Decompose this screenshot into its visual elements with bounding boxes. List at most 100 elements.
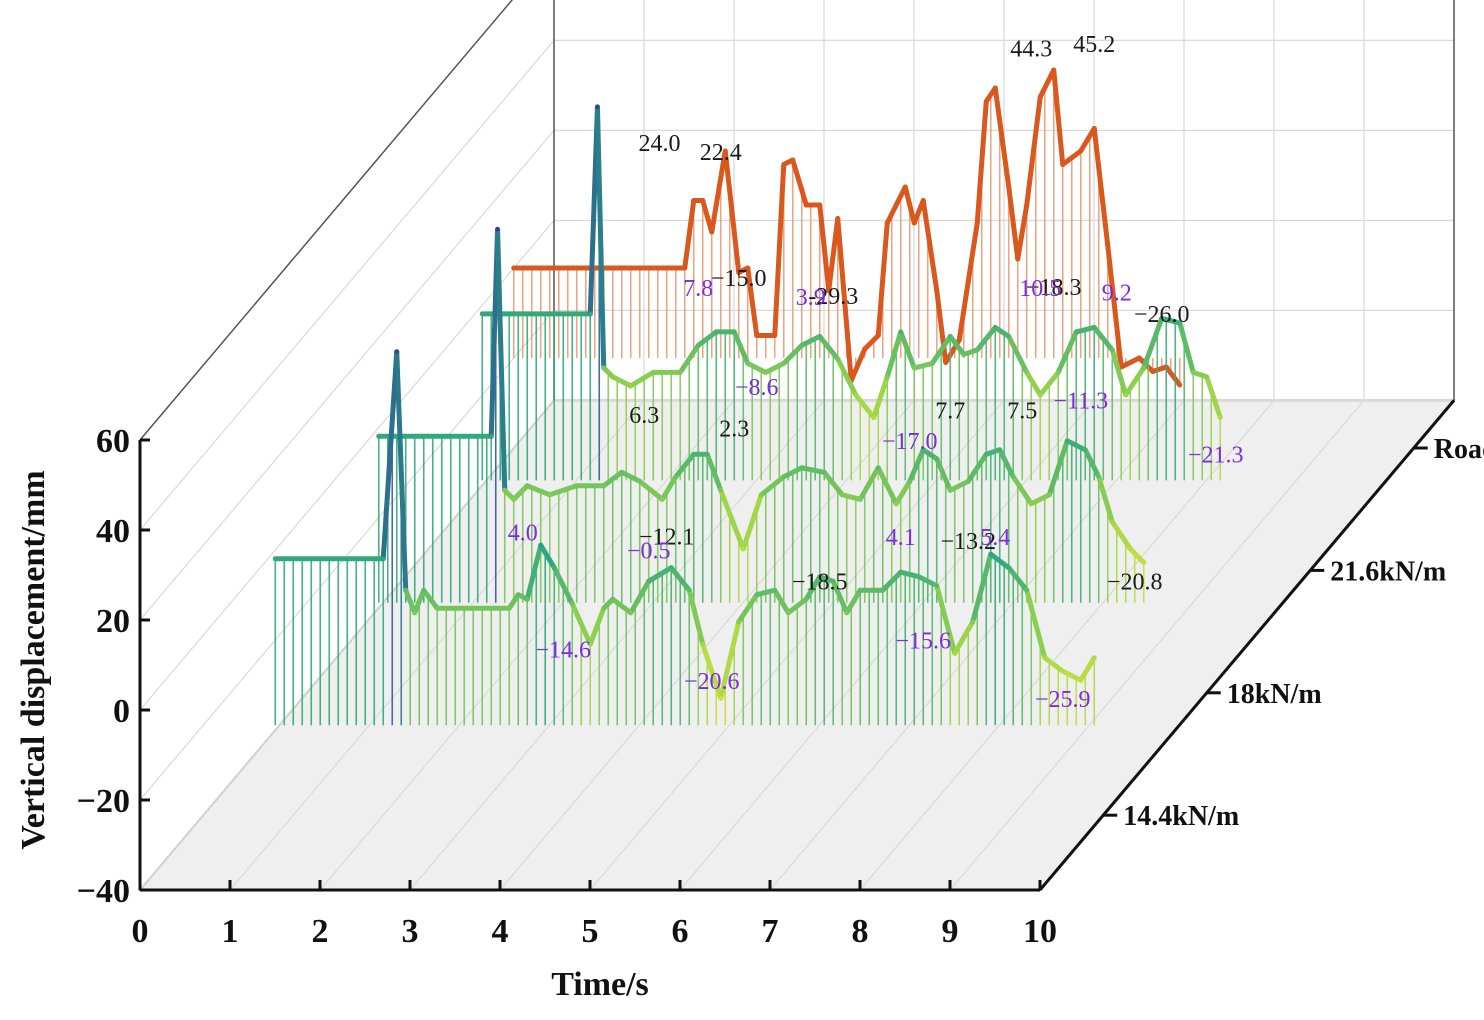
data-point <box>673 265 678 271</box>
data-point <box>894 501 899 506</box>
data-point <box>1056 370 1061 375</box>
data-point <box>1177 320 1182 326</box>
data-segment <box>871 374 890 420</box>
data-segment <box>594 104 607 371</box>
data-segment <box>952 619 976 656</box>
data-segment <box>740 492 764 552</box>
data-point <box>525 483 530 488</box>
data-label: 7.7 <box>935 398 965 424</box>
data-point <box>912 365 917 371</box>
data-segment <box>673 451 697 480</box>
y-tick-label: 40 <box>96 513 130 550</box>
data-segment <box>875 220 890 338</box>
data-point <box>619 470 624 475</box>
floor-gridline <box>499 400 915 891</box>
data-point <box>1065 438 1070 443</box>
data-segment <box>610 596 634 616</box>
data-label: 3.9 <box>796 285 826 311</box>
data-point <box>835 216 840 221</box>
data-point <box>1051 67 1056 73</box>
data-point <box>511 265 516 271</box>
data-label: 10.5 <box>1019 276 1061 302</box>
data-point <box>943 360 948 365</box>
series-layer <box>272 67 1223 726</box>
data-segment <box>1024 369 1043 398</box>
data-point <box>898 329 903 335</box>
data-point <box>826 288 831 293</box>
data-point <box>1042 655 1047 660</box>
data-segment <box>911 360 935 371</box>
data-point <box>1024 370 1029 375</box>
data-point <box>1024 202 1029 208</box>
data-segment <box>884 184 908 226</box>
data-point <box>772 333 777 338</box>
data-segment <box>947 478 971 493</box>
left-wall-gridline <box>139 310 555 801</box>
data-segment <box>902 184 917 226</box>
data-segment <box>637 478 665 502</box>
data-point <box>799 343 804 348</box>
data-point <box>1029 501 1034 506</box>
data-point <box>273 556 278 561</box>
data-segment <box>646 565 674 584</box>
data-point <box>966 479 971 484</box>
data-segment <box>587 605 607 647</box>
data-point <box>574 483 579 488</box>
data-segment <box>934 583 958 656</box>
data-segment <box>601 469 625 489</box>
data-segment <box>893 478 913 507</box>
data-segment <box>569 601 593 647</box>
data-point <box>723 148 728 154</box>
data-label: −18.3 <box>1026 275 1082 301</box>
data-segment <box>1118 355 1142 370</box>
data-segment <box>1091 324 1115 353</box>
data-point <box>984 99 989 104</box>
data-segment <box>758 474 787 498</box>
data-point <box>660 497 665 502</box>
x-tick-label: 2 <box>312 913 329 950</box>
data-point <box>691 198 696 203</box>
data-point <box>595 104 600 110</box>
floor-gridline <box>949 400 1365 891</box>
data-segment <box>1123 365 1147 398</box>
data-segment <box>709 148 728 235</box>
data-label: −8.6 <box>735 375 779 401</box>
data-point <box>898 570 903 575</box>
data-point <box>1092 325 1097 330</box>
data-point <box>862 346 867 352</box>
data-point <box>718 488 723 493</box>
data-point <box>745 265 750 271</box>
data-point <box>885 374 890 380</box>
z-tick-label: Road excitation <box>1434 434 1484 465</box>
data-segment <box>1010 474 1034 507</box>
data-point <box>1083 447 1088 452</box>
data-point <box>912 220 917 226</box>
data-label: 2.3 <box>719 416 749 442</box>
data-point <box>1141 560 1146 565</box>
data-segment <box>511 483 530 502</box>
data-segment <box>412 587 427 616</box>
z-tick-label: 18kN/m <box>1227 679 1322 710</box>
data-point <box>952 651 957 656</box>
data-segment <box>718 619 742 701</box>
data-point <box>1096 474 1101 479</box>
data-point <box>381 556 386 561</box>
data-segment <box>907 447 926 484</box>
data-point <box>817 202 822 208</box>
data-label: 24.0 <box>639 131 681 157</box>
data-segment <box>947 333 967 357</box>
data-point <box>1038 94 1043 100</box>
data-point <box>709 229 714 235</box>
data-point <box>1038 392 1043 398</box>
data-point <box>876 333 881 338</box>
data-segment <box>1163 364 1183 388</box>
data-segment <box>745 265 760 338</box>
data-label: -29.3 <box>808 284 858 310</box>
data-segment <box>799 333 823 348</box>
data-segment <box>853 392 877 420</box>
data-segment <box>506 592 521 611</box>
data-segment <box>992 85 1012 190</box>
left-wall-gridline <box>139 130 555 621</box>
data-point <box>1047 492 1052 497</box>
data-segment <box>1177 320 1196 375</box>
